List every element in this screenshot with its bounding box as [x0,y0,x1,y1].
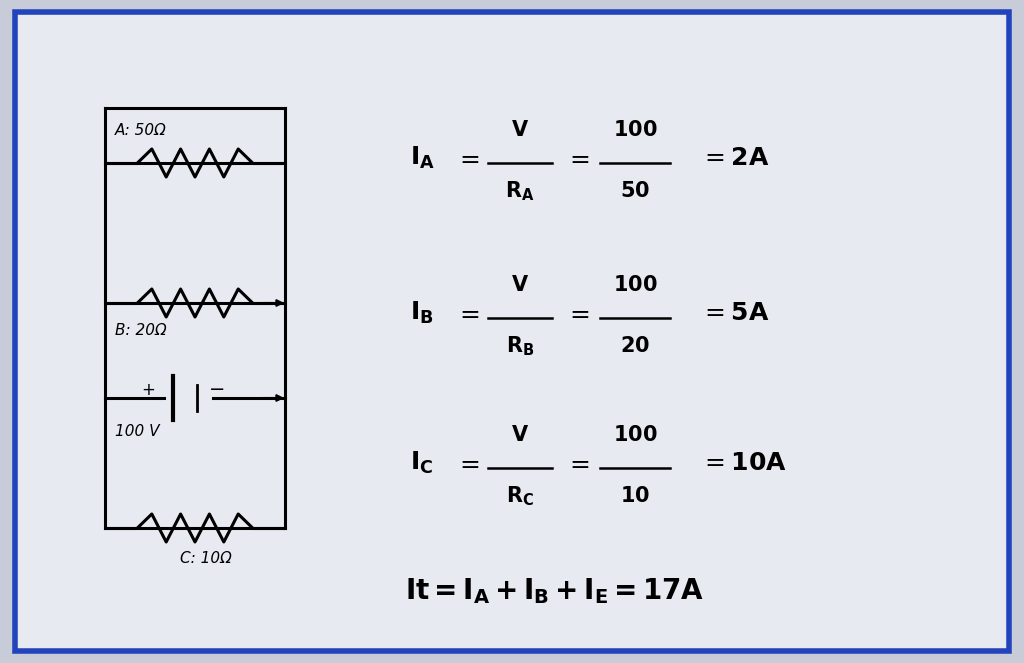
Text: $\mathbf{R_{A}}$: $\mathbf{R_{A}}$ [505,179,535,203]
Text: $\mathbf{R_{B}}$: $\mathbf{R_{B}}$ [506,334,535,358]
Text: $=$: $=$ [565,146,591,170]
Text: −: − [209,381,225,400]
Text: $= \mathbf{10A}$: $= \mathbf{10A}$ [700,451,786,475]
Text: $\mathbf{V}$: $\mathbf{V}$ [511,425,529,445]
Text: 100 V: 100 V [115,424,160,439]
Text: $= \mathbf{2A}$: $= \mathbf{2A}$ [700,146,769,170]
Text: $\mathbf{10}$: $\mathbf{10}$ [620,486,650,506]
Text: $\mathbf{100}$: $\mathbf{100}$ [612,425,657,445]
Text: $\mathbf{It = I_A + I_B + I_E = 17A}$: $\mathbf{It = I_A + I_B + I_E = 17A}$ [406,576,705,606]
Text: $\mathbf{100}$: $\mathbf{100}$ [612,120,657,140]
Text: $\mathbf{R_{C}}$: $\mathbf{R_{C}}$ [506,484,535,508]
Text: $=$: $=$ [456,451,480,475]
Text: $\mathbf{I_{A}}$: $\mathbf{I_{A}}$ [410,145,435,171]
Text: $\mathbf{I_{C}}$: $\mathbf{I_{C}}$ [410,450,433,476]
Text: $\mathbf{100}$: $\mathbf{100}$ [612,275,657,295]
Text: $=$: $=$ [456,301,480,325]
Text: $\mathbf{V}$: $\mathbf{V}$ [511,120,529,140]
Text: $\mathbf{I_{B}}$: $\mathbf{I_{B}}$ [410,300,434,326]
Text: $=$: $=$ [565,301,591,325]
Text: $\mathbf{20}$: $\mathbf{20}$ [620,336,650,356]
Text: $= \mathbf{5A}$: $= \mathbf{5A}$ [700,301,769,325]
Text: C: 10Ω: C: 10Ω [180,551,231,566]
Text: A: 50Ω: A: 50Ω [115,123,167,138]
Text: B: 20Ω: B: 20Ω [115,323,167,338]
Text: +: + [141,381,155,399]
Text: $\mathbf{50}$: $\mathbf{50}$ [620,181,650,201]
FancyBboxPatch shape [15,12,1009,651]
Text: $=$: $=$ [565,451,591,475]
Text: $=$: $=$ [456,146,480,170]
Text: $\mathbf{V}$: $\mathbf{V}$ [511,275,529,295]
